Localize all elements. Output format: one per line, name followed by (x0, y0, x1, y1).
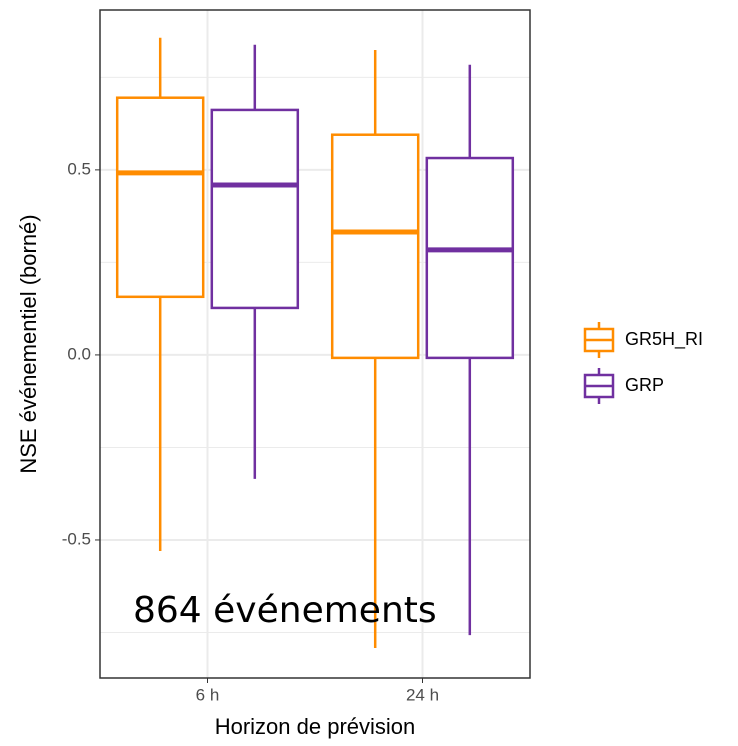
y-tick-label: -0.5 (62, 529, 91, 548)
box (115, 96, 205, 299)
box (210, 108, 300, 310)
box (330, 133, 420, 360)
x-tick-label: 24 h (406, 685, 439, 704)
x-axis-title: Horizon de prévision (215, 714, 416, 739)
annotation: 864 événements (133, 590, 437, 631)
box (425, 156, 515, 360)
y-axis-title: NSE événementiel (borné) (16, 214, 41, 473)
x-tick-label: 6 h (196, 685, 220, 704)
legend-label: GRP (625, 375, 664, 395)
panel-border (99, 9, 531, 679)
y-tick-label: 0.0 (67, 344, 91, 363)
legend-label: GR5H_RI (625, 329, 703, 350)
y-tick-label: 0.5 (67, 159, 91, 178)
